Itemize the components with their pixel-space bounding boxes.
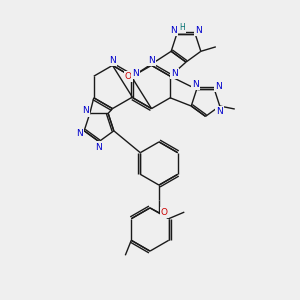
Text: O: O bbox=[125, 72, 132, 81]
Text: N: N bbox=[132, 69, 139, 78]
Text: N: N bbox=[192, 80, 199, 89]
Text: N: N bbox=[109, 56, 116, 65]
Text: N: N bbox=[216, 107, 223, 116]
Text: N: N bbox=[170, 26, 177, 35]
Text: O: O bbox=[161, 208, 168, 217]
Text: N: N bbox=[96, 142, 102, 152]
Text: N: N bbox=[82, 106, 89, 116]
Text: H: H bbox=[179, 23, 185, 32]
Text: N: N bbox=[171, 69, 178, 78]
Text: N: N bbox=[215, 82, 222, 91]
Text: N: N bbox=[195, 26, 202, 35]
Text: N: N bbox=[76, 129, 83, 138]
Text: N: N bbox=[148, 56, 155, 65]
